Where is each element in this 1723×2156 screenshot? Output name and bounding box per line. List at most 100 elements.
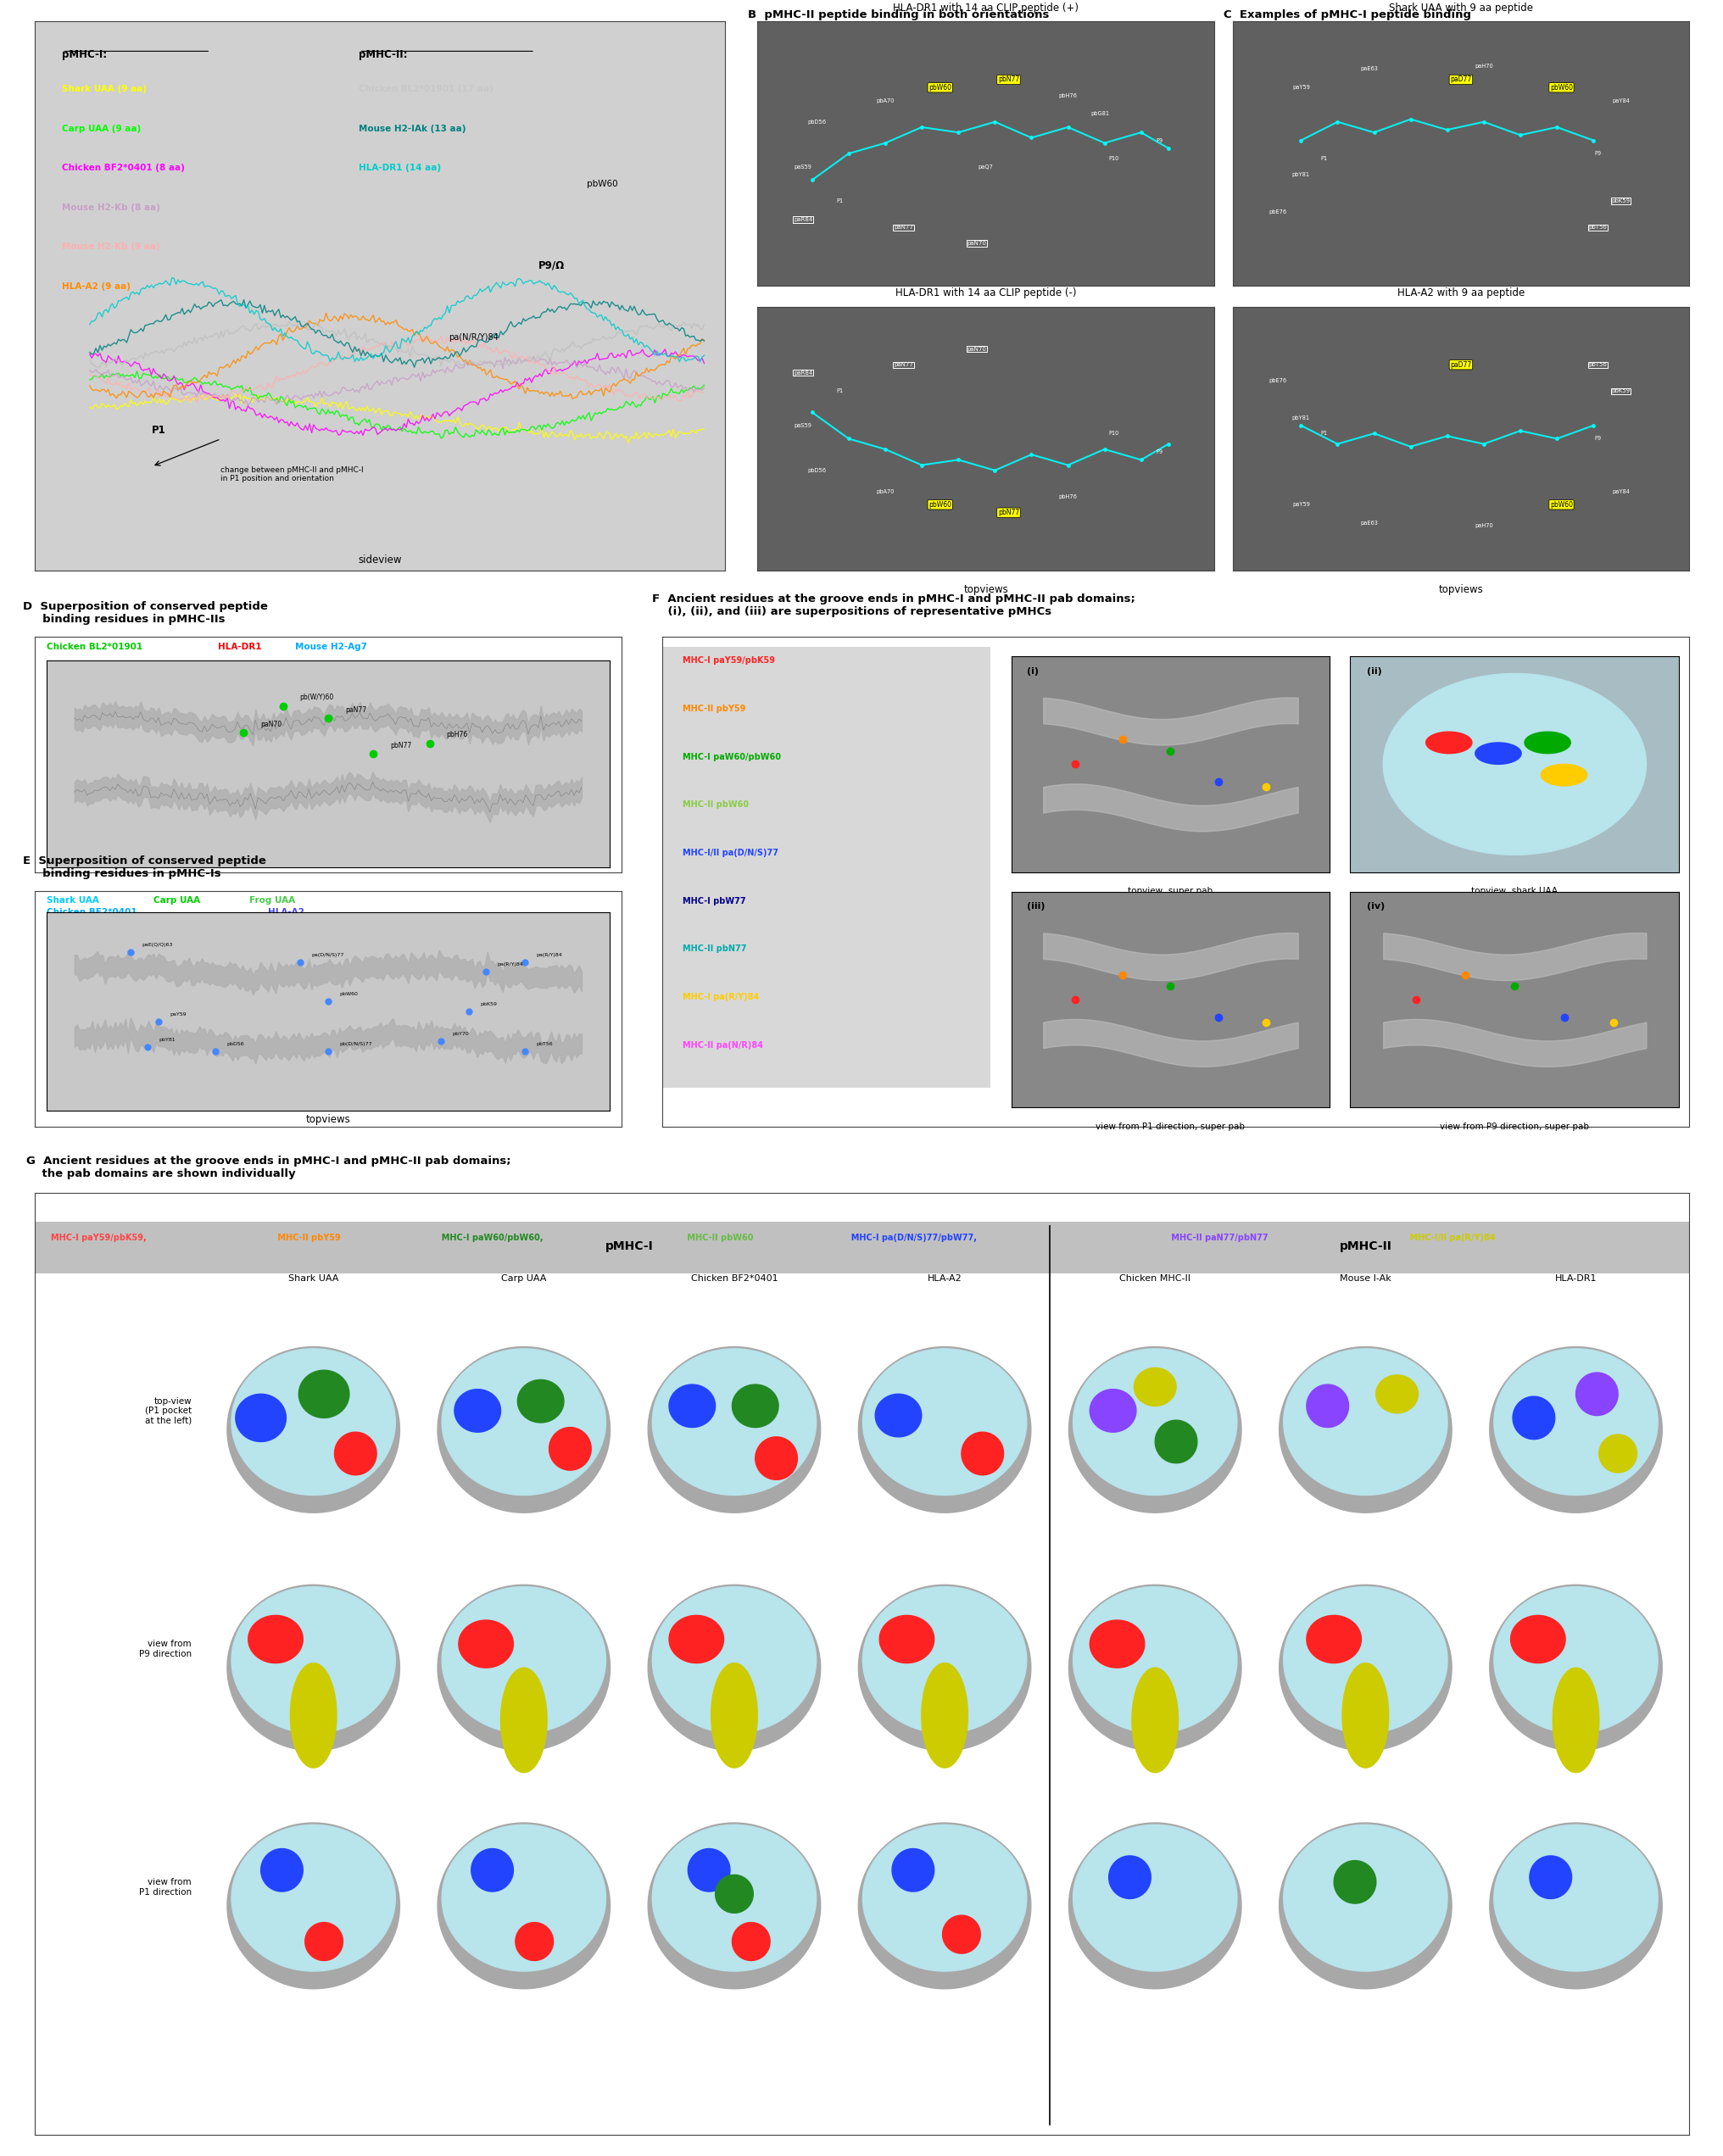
FancyBboxPatch shape: [662, 647, 991, 1089]
Polygon shape: [942, 1915, 980, 1953]
Text: Shark UAA: Shark UAA: [288, 1274, 338, 1283]
Text: topview, super pab: topview, super pab: [1127, 886, 1213, 895]
Polygon shape: [961, 1432, 1003, 1475]
Polygon shape: [305, 1923, 343, 1960]
Text: pbN77: pbN77: [998, 509, 1018, 517]
Text: paN77: paN77: [894, 362, 913, 367]
Text: Shark UAA with 9 aa peptide: Shark UAA with 9 aa peptide: [1389, 2, 1532, 13]
Text: Mouse H2-Kb (9 aa): Mouse H2-Kb (9 aa): [62, 244, 160, 252]
Polygon shape: [1306, 1615, 1361, 1662]
Polygon shape: [231, 1350, 395, 1494]
Text: MHC-I pbW77: MHC-I pbW77: [682, 897, 746, 906]
Text: top-view
(P1 pocket
at the left): top-view (P1 pocket at the left): [145, 1397, 191, 1425]
Text: MHC-II pa(N/R)84: MHC-II pa(N/R)84: [682, 1041, 763, 1050]
Polygon shape: [231, 1587, 395, 1733]
Polygon shape: [515, 1923, 553, 1960]
Polygon shape: [1073, 1824, 1237, 1971]
Text: paR84: paR84: [793, 371, 812, 375]
Polygon shape: [550, 1427, 591, 1470]
Polygon shape: [858, 1585, 1030, 1751]
Polygon shape: [1494, 1350, 1658, 1494]
Polygon shape: [1489, 1585, 1661, 1751]
Polygon shape: [862, 1587, 1027, 1733]
Text: Chicken MHC-II: Chicken MHC-II: [1118, 1274, 1191, 1283]
Text: paH70: paH70: [1473, 65, 1492, 69]
Text: change between pMHC-II and pMHC-I
in P1 position and orientation: change between pMHC-II and pMHC-I in P1 …: [221, 466, 364, 483]
Polygon shape: [732, 1384, 779, 1427]
Polygon shape: [1494, 1587, 1658, 1733]
Text: pbW60: pbW60: [1549, 84, 1571, 91]
Polygon shape: [1599, 1434, 1637, 1473]
Text: E  Superposition of conserved peptide
     binding residues in pMHC-Is: E Superposition of conserved peptide bin…: [22, 856, 265, 880]
Text: D  Superposition of conserved peptide
     binding residues in pMHC-IIs: D Superposition of conserved peptide bin…: [22, 602, 267, 625]
Text: pMHC-II:: pMHC-II:: [358, 50, 408, 60]
Polygon shape: [1278, 1348, 1451, 1514]
Text: MHC-I paY59/pbK59: MHC-I paY59/pbK59: [682, 655, 775, 664]
Polygon shape: [438, 1822, 610, 1988]
Text: C  Examples of pMHC-I peptide binding: C Examples of pMHC-I peptide binding: [1223, 9, 1470, 22]
Text: view from P1 direction, super pab: view from P1 direction, super pab: [1096, 1121, 1244, 1130]
Polygon shape: [248, 1615, 303, 1662]
Text: paS59: paS59: [794, 164, 812, 170]
Polygon shape: [1284, 1587, 1447, 1733]
Text: MHC-I paW60/pbW60: MHC-I paW60/pbW60: [682, 752, 781, 761]
Polygon shape: [669, 1615, 724, 1662]
Polygon shape: [687, 1848, 731, 1891]
Polygon shape: [334, 1432, 376, 1475]
Text: MHC-II paN77/pbN77: MHC-II paN77/pbN77: [1168, 1233, 1266, 1242]
Polygon shape: [755, 1436, 798, 1479]
Text: HLA-A2: HLA-A2: [927, 1274, 961, 1283]
Text: G  Ancient residues at the groove ends in pMHC-I and pMHC-II pab domains;
    th: G Ancient residues at the groove ends in…: [26, 1156, 510, 1179]
Text: HLA-DR1 (14 aa): HLA-DR1 (14 aa): [358, 164, 441, 172]
Polygon shape: [1068, 1822, 1241, 1988]
Polygon shape: [651, 1350, 815, 1494]
Text: paD77: paD77: [1449, 75, 1471, 84]
Text: MHC-II pbY59: MHC-II pbY59: [682, 705, 744, 714]
Polygon shape: [1375, 1376, 1418, 1412]
Text: MHC-II pbN77: MHC-II pbN77: [682, 944, 746, 953]
Text: paN70: paN70: [967, 241, 986, 246]
Polygon shape: [1552, 1669, 1599, 1772]
Polygon shape: [441, 1350, 605, 1494]
Polygon shape: [1134, 1367, 1175, 1406]
Text: P1: P1: [836, 198, 843, 203]
Text: P9: P9: [1594, 436, 1601, 442]
Polygon shape: [858, 1348, 1030, 1514]
Polygon shape: [1513, 1397, 1554, 1440]
Text: MHC-I/II pa(R/Y)84: MHC-I/II pa(R/Y)84: [1403, 1233, 1494, 1242]
Text: P9: P9: [1594, 151, 1601, 155]
Polygon shape: [1068, 1348, 1241, 1514]
Text: Carp UAA: Carp UAA: [501, 1274, 546, 1283]
Text: pMHC-I: pMHC-I: [605, 1240, 653, 1253]
Text: paY84: paY84: [1611, 99, 1628, 103]
Text: P10: P10: [1108, 431, 1118, 436]
Text: paE63: paE63: [1359, 67, 1378, 71]
Text: pbG81: pbG81: [1091, 112, 1110, 116]
Text: pbW60: pbW60: [586, 179, 617, 188]
Text: MHC-I paW60/pbW60,: MHC-I paW60/pbW60,: [436, 1233, 543, 1242]
Text: pbY81: pbY81: [1292, 416, 1309, 420]
Text: Carp UAA (9 aa): Carp UAA (9 aa): [62, 125, 141, 134]
Text: MHC-II pbW60: MHC-II pbW60: [682, 800, 748, 808]
Polygon shape: [500, 1669, 546, 1772]
Text: HLA-DR1: HLA-DR1: [217, 642, 262, 651]
Polygon shape: [715, 1876, 753, 1912]
Polygon shape: [1509, 1615, 1564, 1662]
Text: paY84: paY84: [1611, 489, 1628, 494]
Text: B  pMHC-II peptide binding in both orientations: B pMHC-II peptide binding in both orient…: [748, 9, 1049, 22]
Polygon shape: [1073, 1350, 1237, 1494]
Polygon shape: [1089, 1619, 1144, 1669]
Text: paN70: paN70: [967, 347, 986, 351]
Text: Carp UAA: Carp UAA: [153, 897, 200, 906]
Text: Mouse H2-Kb (8 aa): Mouse H2-Kb (8 aa): [62, 203, 160, 211]
Polygon shape: [1306, 1384, 1347, 1427]
Text: pbH76: pbH76: [1058, 93, 1077, 97]
Text: pbE76: pbE76: [1268, 209, 1287, 213]
Text: Shark UAA: Shark UAA: [47, 897, 98, 906]
Text: pbA70: pbA70: [875, 489, 894, 494]
Text: HLA-A2 with 9 aa peptide: HLA-A2 with 9 aa peptide: [1397, 287, 1523, 300]
Text: HLA-A2: HLA-A2: [267, 908, 303, 916]
Text: Frog UAA: Frog UAA: [250, 897, 295, 906]
Polygon shape: [1089, 1388, 1135, 1432]
FancyBboxPatch shape: [34, 1220, 1689, 1272]
